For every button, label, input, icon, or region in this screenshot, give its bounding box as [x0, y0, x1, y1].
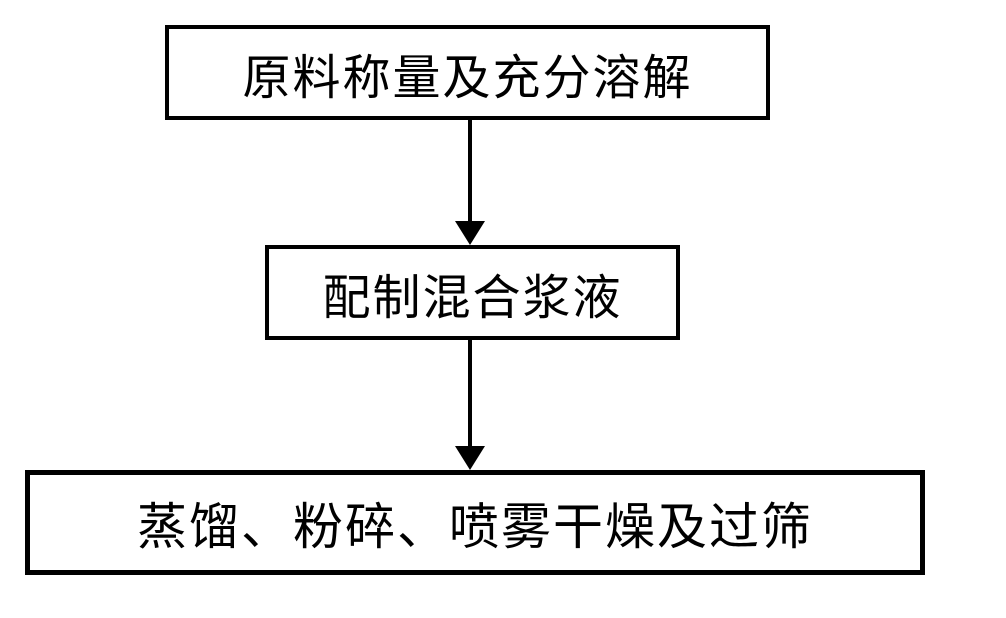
arrow-line-n2-n3 [468, 340, 472, 446]
flowchart-node-label: 配制混合浆液 [322, 258, 622, 328]
flowchart-node-n3: 蒸馏、粉碎、喷雾干燥及过筛 [25, 470, 925, 575]
flowchart-node-label: 蒸馏、粉碎、喷雾干燥及过筛 [137, 487, 813, 559]
arrow-head-n1-n2 [455, 221, 485, 245]
flowchart-canvas: 原料称量及充分溶解配制混合浆液蒸馏、粉碎、喷雾干燥及过筛 [0, 0, 1006, 618]
arrow-head-n2-n3 [455, 446, 485, 470]
flowchart-node-n2: 配制混合浆液 [265, 245, 680, 340]
flowchart-node-n1: 原料称量及充分溶解 [165, 25, 770, 120]
flowchart-node-label: 原料称量及充分溶解 [242, 38, 692, 108]
arrow-line-n1-n2 [468, 120, 472, 221]
